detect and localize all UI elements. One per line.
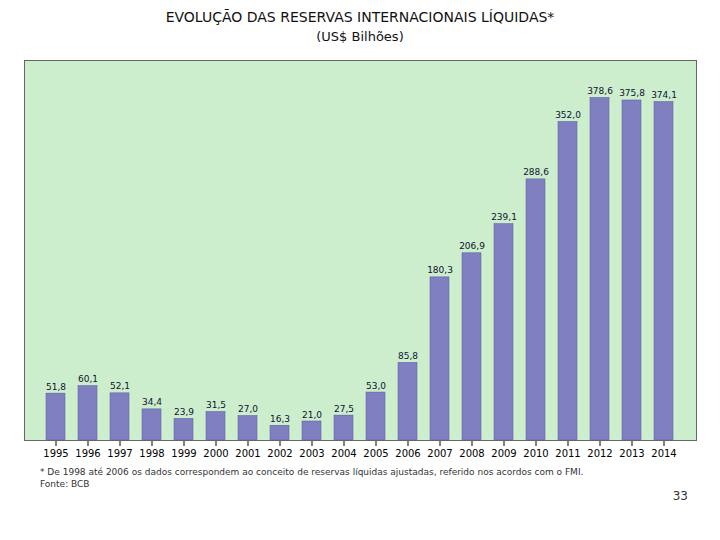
svg-text:52,1: 52,1 bbox=[110, 381, 130, 391]
svg-text:16,3: 16,3 bbox=[270, 414, 290, 424]
html-text:Fonte: BCB: Fonte: BCB bbox=[40, 479, 90, 490]
svg-text:31,5: 31,5 bbox=[206, 400, 226, 410]
svg-text:21,0: 21,0 bbox=[302, 409, 322, 419]
svg-text:2013: 2013 bbox=[619, 447, 644, 458]
html-text:* De 1998 até 2006 os dados co: * De 1998 até 2006 os dados correspondem… bbox=[40, 466, 584, 477]
html-text:EVOLUÇÃO DAS RESERVAS INTERNAC: EVOLUÇÃO DAS RESERVAS INTERNACIONAIS LÍQ… bbox=[165, 9, 555, 25]
svg-text:378,6: 378,6 bbox=[587, 86, 613, 96]
svg-text:2010: 2010 bbox=[523, 447, 548, 458]
svg-text:27,0: 27,0 bbox=[238, 404, 258, 414]
svg-text:2000: 2000 bbox=[203, 447, 228, 458]
svg-text:2014: 2014 bbox=[651, 447, 676, 458]
svg-text:51,8: 51,8 bbox=[46, 381, 66, 391]
svg-text:2009: 2009 bbox=[491, 447, 516, 458]
svg-text:206,9: 206,9 bbox=[459, 241, 485, 251]
svg-text:2001: 2001 bbox=[235, 447, 260, 458]
svg-text:2005: 2005 bbox=[363, 447, 388, 458]
svg-text:85,8: 85,8 bbox=[398, 351, 418, 361]
svg-text:2006: 2006 bbox=[395, 447, 420, 458]
svg-text:1996: 1996 bbox=[75, 447, 100, 458]
svg-text:180,3: 180,3 bbox=[427, 265, 453, 275]
svg-text:2012: 2012 bbox=[587, 447, 612, 458]
svg-text:1999: 1999 bbox=[171, 447, 196, 458]
svg-text:2007: 2007 bbox=[427, 447, 452, 458]
svg-text:23,9: 23,9 bbox=[174, 407, 194, 417]
svg-text:2008: 2008 bbox=[459, 447, 484, 458]
svg-text:60,1: 60,1 bbox=[78, 374, 98, 384]
svg-text:2004: 2004 bbox=[331, 447, 356, 458]
svg-text:239,1: 239,1 bbox=[491, 212, 517, 222]
html-text:(US$ Bilhões): (US$ Bilhões) bbox=[316, 28, 404, 44]
svg-text:374,1: 374,1 bbox=[651, 90, 677, 100]
svg-text:352,0: 352,0 bbox=[555, 110, 581, 120]
svg-text:27,5: 27,5 bbox=[334, 403, 354, 413]
html-text:33: 33 bbox=[672, 489, 688, 504]
svg-text:1998: 1998 bbox=[139, 447, 164, 458]
svg-text:2011: 2011 bbox=[555, 447, 580, 458]
svg-text:1995: 1995 bbox=[43, 447, 68, 458]
svg-text:375,8: 375,8 bbox=[619, 88, 645, 98]
svg-text:1997: 1997 bbox=[107, 447, 132, 458]
svg-text:53,0: 53,0 bbox=[366, 380, 386, 390]
svg-text:2002: 2002 bbox=[267, 447, 292, 458]
svg-text:288,6: 288,6 bbox=[523, 167, 549, 177]
svg-text:2003: 2003 bbox=[299, 447, 324, 458]
svg-text:34,4: 34,4 bbox=[142, 397, 162, 407]
